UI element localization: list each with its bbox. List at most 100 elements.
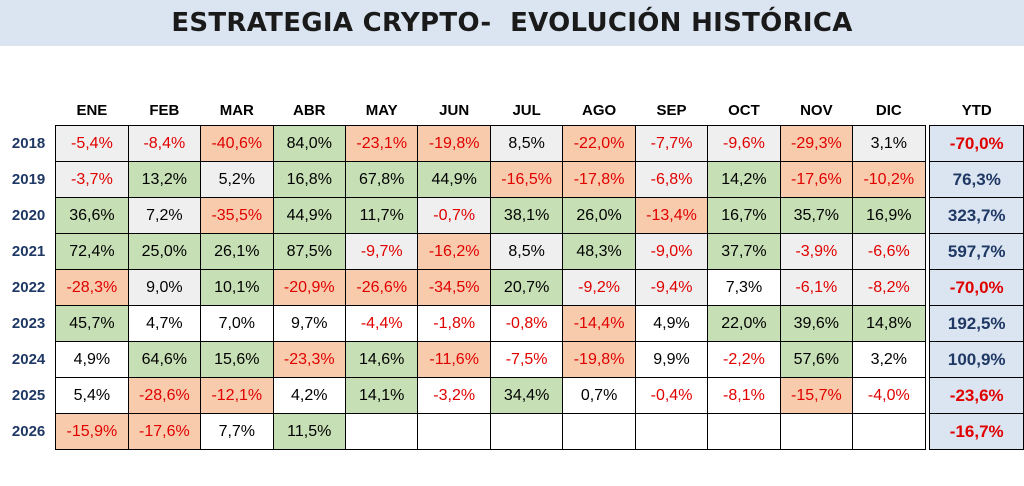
- cell-2022-oct: 7,3%: [707, 269, 781, 306]
- year-label: 2024: [11, 351, 46, 368]
- year-label: 2019: [11, 171, 46, 188]
- cell-2025-ago: 0,7%: [562, 377, 636, 414]
- cell-2023-nov: 39,6%: [779, 305, 854, 342]
- cell-2020-abr: 44,9%: [272, 197, 346, 234]
- cell-2020-jul: 38,1%: [489, 197, 564, 234]
- cell-2020-oct: 16,7%: [707, 197, 781, 234]
- ytd-2026: -16,7%: [929, 413, 1024, 450]
- cell-2020-mar: -35,5%: [200, 197, 274, 234]
- cell-2021-ene: 72,4%: [55, 233, 129, 270]
- cell-2026-jul: [489, 413, 564, 450]
- cell-2019-abr: 16,8%: [272, 161, 346, 198]
- column-header-sep: SEP: [656, 102, 687, 119]
- cell-2025-abr: 4,2%: [272, 377, 346, 414]
- cell-2022-sep: -9,4%: [634, 269, 709, 306]
- cell-2022-jun: -34,5%: [417, 269, 491, 306]
- cell-2019-ene: -3,7%: [55, 161, 129, 198]
- cell-2026-ago: [562, 413, 636, 450]
- cell-2020-ene: 36,6%: [55, 197, 129, 234]
- cell-2024-sep: 9,9%: [634, 341, 709, 378]
- cell-2018-jul: 8,5%: [489, 125, 564, 162]
- ytd-2024: 100,9%: [929, 341, 1024, 378]
- cell-2024-oct: -2,2%: [707, 341, 781, 378]
- cell-2026-ene: -15,9%: [55, 413, 129, 450]
- year-label: 2021: [11, 243, 46, 260]
- title-bar: ESTRATEGIA CRYPTO- EVOLUCIÓN HISTÓRICA: [0, 0, 1024, 46]
- cell-2018-abr: 84,0%: [272, 125, 346, 162]
- cell-2023-dic: 14,8%: [852, 305, 926, 342]
- cell-2026-sep: [634, 413, 709, 450]
- cell-2024-jul: -7,5%: [489, 341, 564, 378]
- column-header-dic: DIC: [875, 102, 902, 119]
- cell-2023-sep: 4,9%: [634, 305, 709, 342]
- cell-2025-oct: -8,1%: [707, 377, 781, 414]
- cell-2018-mar: -40,6%: [200, 125, 274, 162]
- cell-2021-oct: 37,7%: [707, 233, 781, 270]
- cell-2022-abr: -20,9%: [272, 269, 346, 306]
- cell-2024-may: 14,6%: [344, 341, 419, 378]
- cell-2025-jun: -3,2%: [417, 377, 491, 414]
- year-label: 2022: [11, 279, 46, 296]
- header-corner: [2, 96, 56, 126]
- cell-2019-oct: 14,2%: [707, 161, 781, 198]
- cell-2018-dic: 3,1%: [852, 125, 926, 162]
- cell-2024-jun: -11,6%: [417, 341, 491, 378]
- cell-2019-ago: -17,8%: [562, 161, 636, 198]
- cell-2025-nov: -15,7%: [779, 377, 854, 414]
- cell-2022-dic: -8,2%: [852, 269, 926, 306]
- cell-2023-ene: 45,7%: [55, 305, 129, 342]
- cell-2021-jul: 8,5%: [489, 233, 564, 270]
- table-row: 2023 45,7% 4,7% 7,0% 9,7% -4,4% -1,8% -0,8% -14,…: [2, 305, 1024, 342]
- column-header-ytd: YTD: [961, 102, 992, 119]
- column-header-ene: ENE: [76, 102, 108, 119]
- cell-2018-may: -23,1%: [344, 125, 419, 162]
- table-row: 2018 -5,4% -8,4% -40,6% 84,0% -23,1% -19,8% 8,5…: [2, 125, 1024, 162]
- cell-2026-jun: [417, 413, 491, 450]
- cell-2025-feb: -28,6%: [127, 377, 202, 414]
- cell-2021-feb: 25,0%: [127, 233, 202, 270]
- cell-2021-nov: -3,9%: [779, 233, 854, 270]
- year-label: 2020: [11, 207, 46, 224]
- cell-2025-may: 14,1%: [344, 377, 419, 414]
- cell-2020-feb: 7,2%: [127, 197, 202, 234]
- table-row: 2020 36,6% 7,2% -35,5% 44,9% 11,7% -0,7% 38,1% 2…: [2, 197, 1024, 234]
- chart-title: ESTRATEGIA CRYPTO- EVOLUCIÓN HISTÓRICA: [171, 8, 853, 38]
- cell-2024-abr: -23,3%: [272, 341, 346, 378]
- cell-2025-sep: -0,4%: [634, 377, 709, 414]
- column-header-jun: JUN: [439, 102, 470, 119]
- cell-2024-dic: 3,2%: [852, 341, 926, 378]
- cell-2018-feb: -8,4%: [127, 125, 202, 162]
- cell-2018-sep: -7,7%: [634, 125, 709, 162]
- ytd-2025: -23,6%: [929, 377, 1024, 414]
- cell-2022-may: -26,6%: [344, 269, 419, 306]
- cell-2020-ago: 26,0%: [562, 197, 636, 234]
- cell-2026-dic: [852, 413, 926, 450]
- cell-2019-jul: -16,5%: [489, 161, 564, 198]
- year-label: 2025: [11, 387, 46, 404]
- cell-2021-jun: -16,2%: [417, 233, 491, 270]
- cell-2022-ago: -9,2%: [562, 269, 636, 306]
- cell-2024-ago: -19,8%: [562, 341, 636, 378]
- cell-2026-mar: 7,7%: [200, 413, 274, 450]
- column-header-ago: AGO: [581, 102, 617, 119]
- cell-2026-nov: [779, 413, 854, 450]
- cell-2022-ene: -28,3%: [55, 269, 129, 306]
- year-label: 2018: [11, 135, 46, 152]
- cell-2025-ene: 5,4%: [55, 377, 129, 414]
- cell-2019-dic: -10,2%: [852, 161, 926, 198]
- cell-2025-jul: 34,4%: [489, 377, 564, 414]
- cell-2021-dic: -6,6%: [852, 233, 926, 270]
- cell-2019-sep: -6,8%: [634, 161, 709, 198]
- cell-2020-jun: -0,7%: [417, 197, 491, 234]
- cell-2021-abr: 87,5%: [272, 233, 346, 270]
- cell-2022-feb: 9,0%: [127, 269, 202, 306]
- cell-2026-oct: [707, 413, 781, 450]
- cell-2018-jun: -19,8%: [417, 125, 491, 162]
- column-header-jul: JUL: [512, 102, 541, 119]
- cell-2026-feb: -17,6%: [127, 413, 202, 450]
- column-header-abr: ABR: [293, 102, 326, 119]
- table-row: 2022 -28,3% 9,0% 10,1% -20,9% -26,6% -34,5% 20,…: [2, 269, 1024, 306]
- cell-2024-mar: 15,6%: [200, 341, 274, 378]
- ytd-2020: 323,7%: [929, 197, 1024, 234]
- column-header-oct: OCT: [728, 102, 760, 119]
